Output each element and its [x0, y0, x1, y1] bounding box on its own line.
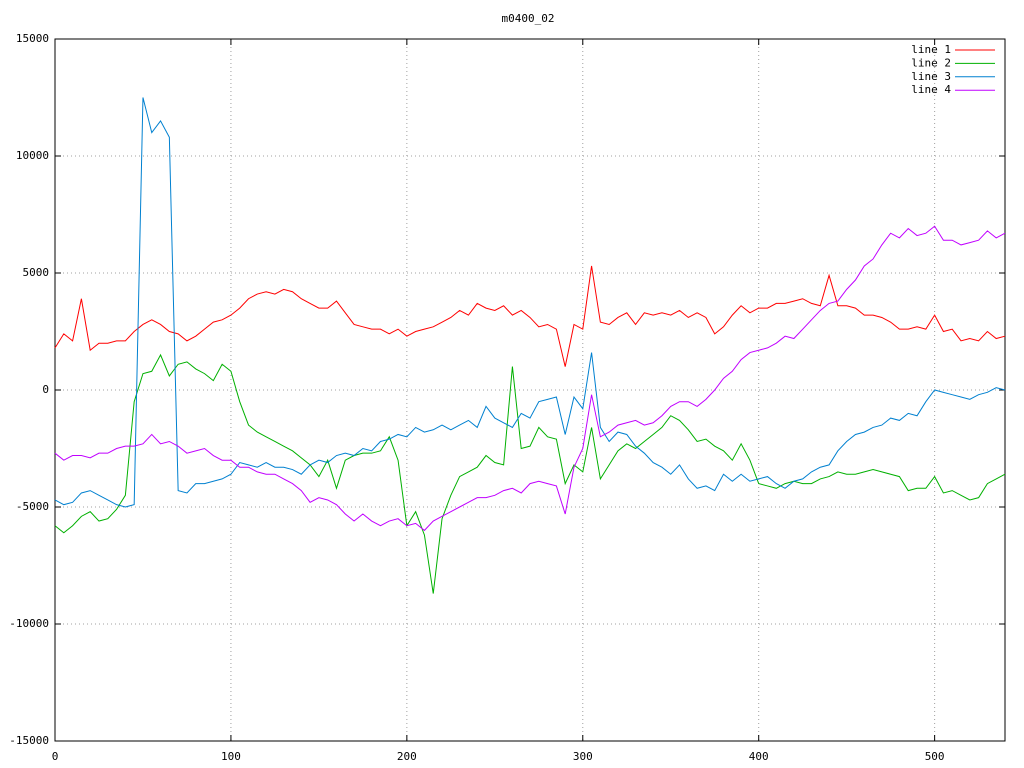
x-tick-label: 200 — [397, 750, 417, 763]
series-line — [54, 265, 1006, 367]
y-tick-label: -5000 — [16, 500, 49, 513]
legend-label: line 1 — [911, 43, 951, 56]
y-tick-label: 10000 — [16, 149, 49, 162]
x-tick-label: 300 — [573, 750, 593, 763]
x-tick-label: 0 — [52, 750, 59, 763]
legend-label: line 4 — [911, 83, 951, 96]
x-tick-label: 500 — [925, 750, 945, 763]
series-line — [54, 97, 1006, 508]
series-line — [54, 353, 1006, 594]
y-tick-label: 0 — [42, 383, 49, 396]
legend-label: line 3 — [911, 70, 951, 83]
chart-title: m0400_02 — [502, 12, 555, 25]
y-tick-label: -10000 — [9, 617, 49, 630]
x-tick-label: 100 — [221, 750, 241, 763]
series-line — [54, 225, 1006, 532]
legend-label: line 2 — [911, 56, 951, 69]
x-tick-label: 400 — [749, 750, 769, 763]
y-tick-label: 15000 — [16, 32, 49, 45]
y-tick-label: -15000 — [9, 734, 49, 747]
y-tick-label: 5000 — [23, 266, 50, 279]
